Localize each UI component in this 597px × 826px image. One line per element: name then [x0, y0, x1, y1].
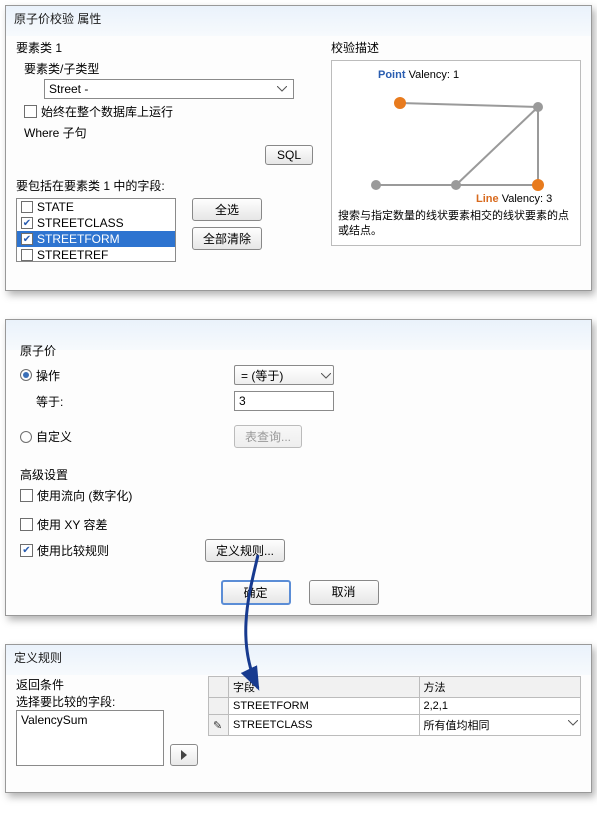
subtype-value: Street - [49, 82, 88, 96]
cancel-button[interactable]: 取消 [309, 580, 379, 605]
custom-label: 自定义 [36, 428, 106, 445]
cell-field[interactable]: STREETFORM [229, 698, 420, 715]
equals-value: 3 [239, 394, 246, 408]
line-label: Line [476, 193, 499, 205]
list-item[interactable]: ValencySum [21, 713, 159, 727]
subtype-label: 要素类/子类型 [24, 60, 321, 77]
chevron-down-icon[interactable] [568, 717, 578, 729]
include-fields-label: 要包括在要素类 1 中的字段: [16, 177, 321, 194]
col-field[interactable]: 字段 [229, 677, 420, 698]
field-checkbox[interactable] [21, 249, 33, 261]
use-xy-label: 使用 XY 容差 [37, 516, 107, 533]
table-query-button[interactable]: 表查询... [234, 425, 302, 448]
operation-label: 操作 [36, 367, 106, 384]
field-checkbox[interactable] [21, 201, 33, 213]
field-name: STREETREF [37, 248, 108, 262]
point-valency: Valency: 1 [409, 69, 460, 81]
torn-edge [6, 774, 591, 792]
description-box: Point Valency: 1 Line Valency: 3 搜索与指定数量… [331, 60, 581, 246]
rules-grid[interactable]: 字段 方法 STREETFORM 2,2,1 ✎ STREETCLASS 所有值… [208, 676, 581, 736]
use-flow-checkbox[interactable] [20, 489, 33, 502]
select-fields-label: 选择要比较的字段: [16, 693, 198, 710]
use-compare-checkbox[interactable]: ✔ [20, 544, 33, 557]
valency-check-properties-panel: 原子价校验 属性 要素类 1 要素类/子类型 Street - 始终在整个数据库… [5, 5, 592, 291]
advanced-label: 高级设置 [20, 466, 579, 483]
field-name: STREETFORM [37, 232, 120, 246]
ok-button[interactable]: 确定 [221, 580, 291, 605]
point-label: Point [378, 69, 406, 81]
table-row[interactable]: ✎ STREETCLASS 所有值均相同 [209, 715, 581, 736]
always-run-checkbox[interactable] [24, 105, 37, 118]
chevron-down-icon [275, 82, 289, 96]
equals-input[interactable]: 3 [234, 391, 334, 411]
torn-edge [6, 272, 591, 290]
sql-button[interactable]: SQL [265, 145, 313, 165]
edit-row-icon[interactable]: ✎ [209, 715, 229, 736]
where-clause-label: Where 子句 [24, 124, 321, 141]
list-item[interactable]: STATE [17, 199, 175, 215]
subtype-combo[interactable]: Street - [44, 79, 294, 99]
field-checkbox[interactable]: ✔ [21, 217, 33, 229]
panel1-title: 原子价校验 属性 [6, 6, 591, 31]
compare-field-list[interactable]: ValencySum [16, 710, 164, 766]
list-item[interactable]: ✔ STREETCLASS [17, 215, 175, 231]
table-row[interactable]: STREETFORM 2,2,1 [209, 698, 581, 715]
move-right-button[interactable] [170, 744, 198, 766]
use-compare-label: 使用比较规则 [37, 542, 109, 559]
cell-method[interactable]: 所有值均相同 [419, 715, 581, 736]
col-method[interactable]: 方法 [419, 677, 581, 698]
field-name: STATE [37, 200, 74, 214]
operator-value: = (等于) [241, 367, 283, 384]
valency-settings-panel: 原子价 操作 = (等于) 等于: 3 自定义 [5, 319, 592, 616]
return-condition-label: 返回条件 [16, 676, 198, 693]
equals-label: 等于: [36, 393, 106, 410]
list-item[interactable]: ✔ STREETFORM [17, 231, 175, 247]
valency-diagram: Point Valency: 1 Line Valency: 3 [338, 67, 574, 207]
chevron-down-icon [321, 368, 331, 382]
cell-method[interactable]: 2,2,1 [419, 698, 581, 715]
grid-corner [209, 677, 229, 698]
operator-dropdown[interactable]: = (等于) [234, 365, 334, 385]
description-text: 搜索与指定数量的线状要素相交的线状要素的点或结点。 [338, 209, 574, 240]
clear-all-button[interactable]: 全部清除 [192, 227, 262, 250]
desc-title: 校验描述 [331, 39, 581, 56]
custom-radio[interactable] [20, 431, 32, 443]
element-class-label: 要素类 1 [16, 39, 321, 56]
operation-radio[interactable] [20, 369, 32, 381]
line-valency: Valency: 3 [502, 193, 553, 205]
field-checkbox[interactable]: ✔ [21, 233, 33, 245]
define-rules-panel: 定义规则 返回条件 选择要比较的字段: ValencySum 字段 方法 [5, 644, 592, 793]
valency-section-title: 原子价 [20, 342, 579, 359]
panel3-title: 定义规则 [6, 645, 591, 670]
use-xy-checkbox[interactable] [20, 518, 33, 531]
cell-field[interactable]: STREETCLASS [229, 715, 420, 736]
always-run-label: 始终在整个数据库上运行 [41, 103, 173, 120]
use-flow-label: 使用流向 (数字化) [37, 487, 132, 504]
select-all-button[interactable]: 全选 [192, 198, 262, 221]
field-name: STREETCLASS [37, 216, 124, 230]
define-rules-button[interactable]: 定义规则... [205, 539, 285, 562]
fields-listbox[interactable]: STATE ✔ STREETCLASS ✔ STREETFORM STREETR… [16, 198, 176, 262]
row-header[interactable] [209, 698, 229, 715]
list-item[interactable]: STREETREF [17, 247, 175, 262]
